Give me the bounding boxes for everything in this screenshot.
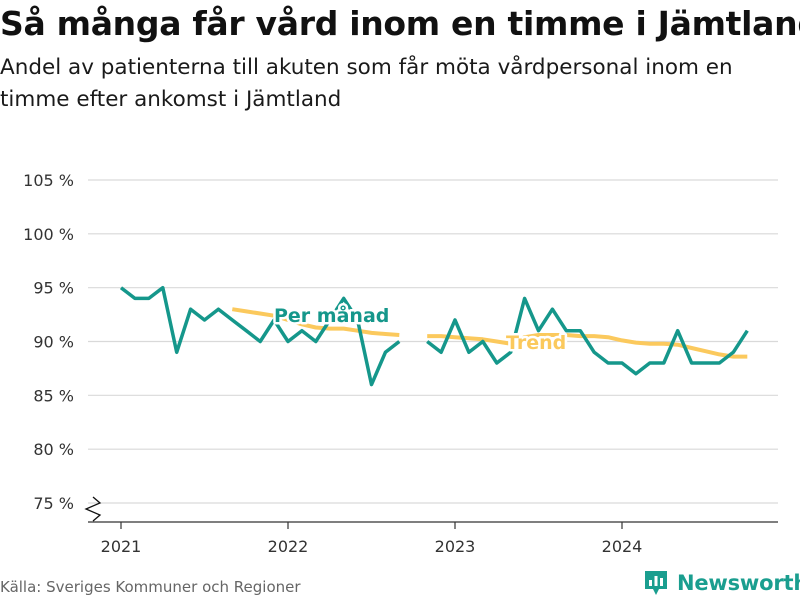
y-tick-label: 90 % xyxy=(33,333,74,352)
chart-title: Så många får vård inom en timme i Jämtla… xyxy=(0,4,800,43)
trend-line xyxy=(427,333,748,359)
per-manad-label-halo: Per månad xyxy=(274,303,389,327)
trend-line xyxy=(231,307,400,337)
y-tick-label: 95 % xyxy=(33,279,74,298)
monthly-line xyxy=(426,296,749,376)
x-tick-label: 2024 xyxy=(602,537,643,556)
brand-logo: Newsworthy xyxy=(643,569,800,597)
y-tick-label: 85 % xyxy=(33,386,74,405)
source-note: Källa: Sveriges Kommuner och Regioner xyxy=(0,578,301,596)
brand-name: Newsworthy xyxy=(677,571,800,595)
bar-chart-icon xyxy=(645,571,667,595)
x-tick-label: 2023 xyxy=(435,537,476,556)
trend-label: Trend xyxy=(506,332,566,354)
trend-label-halo: Trend xyxy=(506,332,566,354)
x-tick-label: 2022 xyxy=(268,537,309,556)
y-tick-label: 75 % xyxy=(33,494,74,513)
y-tick-label: 105 % xyxy=(23,171,74,190)
y-tick-label: 80 % xyxy=(33,440,74,459)
chart-subtitle: Andel av patienterna till akuten som får… xyxy=(0,55,733,112)
per-manad-label: Per månad xyxy=(274,303,389,327)
axis-break-icon xyxy=(84,496,102,522)
y-tick-label: 100 % xyxy=(23,225,74,244)
monthly-line xyxy=(119,285,401,387)
x-tick-label: 2021 xyxy=(101,537,142,556)
